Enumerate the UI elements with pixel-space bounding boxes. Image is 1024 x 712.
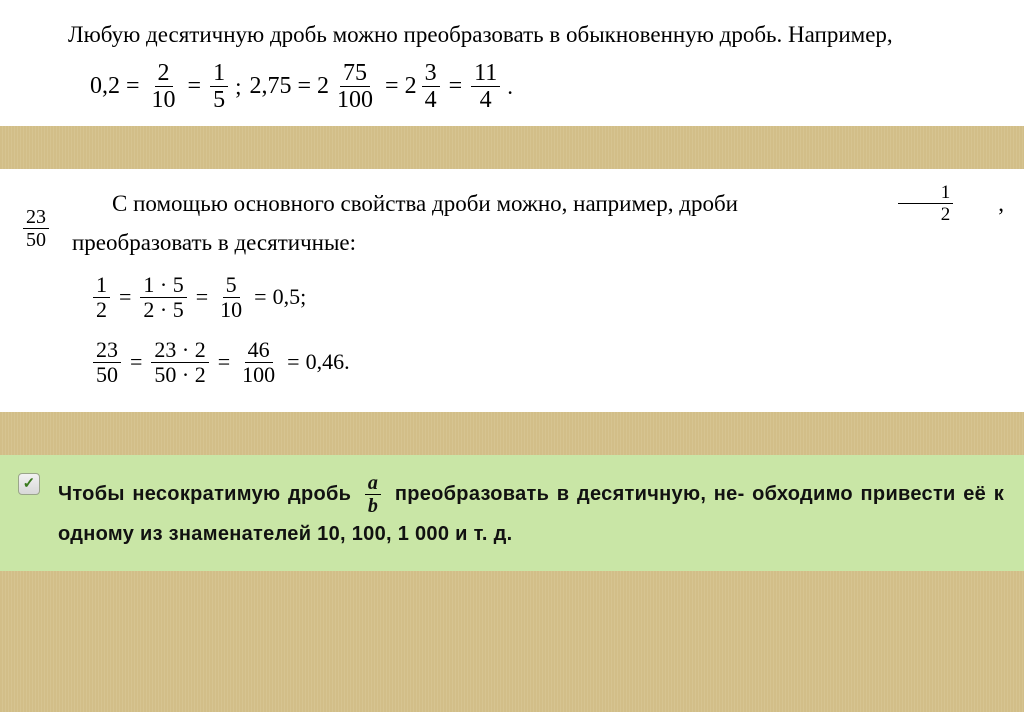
equation-line-2a: 1 2 = 1 · 5 2 · 5 = 5 10 = 0,5 ; [90, 274, 1004, 321]
texture-strip-2 [0, 412, 1024, 455]
equation-line-2b: 23 50 = 23 · 2 50 · 2 = 46 100 = 0,46 . [90, 339, 1004, 386]
equals-sign: = [113, 284, 137, 310]
frac-step-1x5: 1 · 5 2 · 5 [140, 274, 186, 321]
equals-sign: = [379, 73, 405, 100]
equals-sign: = [190, 284, 214, 310]
equals-sign: = [281, 349, 305, 375]
tail-period: . [503, 74, 513, 100]
equals-sign: = [120, 73, 146, 100]
frac-lhs-1-2: 1 2 [93, 274, 110, 321]
text-2a: С помощью основного свойства дроби можно… [72, 187, 738, 220]
fraction-2-10: 2 10 [149, 61, 179, 112]
panel-decimal-to-fraction: Любую десятичную дробь можно преобразова… [0, 0, 1024, 126]
separator-semicolon: ; [231, 74, 249, 100]
fraction-1-5: 1 5 [210, 61, 228, 112]
frac-step-23x2: 23 · 2 50 · 2 [151, 339, 208, 386]
texture-strip-1 [0, 126, 1024, 169]
rule-text-2: преобразовать в десятичную, не- [395, 482, 745, 504]
eq2-lhs: 2,75 [249, 73, 291, 100]
frac-46-100: 46 100 [239, 339, 278, 386]
tail-semicolon: ; [300, 284, 306, 310]
tail-period: . [344, 349, 350, 375]
equals-sign: = [248, 284, 272, 310]
frac-lhs-23-50: 23 50 [93, 339, 121, 386]
para-intro-1: Любую десятичную дробь можно преобразова… [20, 18, 1004, 51]
rule-callout-box: ✓ Чтобы несократимую дробь a b преобразо… [0, 455, 1024, 571]
inline-fraction-1-2: 1 2 [898, 183, 954, 224]
result-0-46: 0,46 [306, 349, 345, 375]
checkmark-icon: ✓ [18, 473, 40, 495]
frac-5-10: 5 10 [217, 274, 245, 321]
mixed-2-3-4: 2 3 4 [405, 61, 443, 112]
margin-fraction-23-50: 23 50 [23, 207, 49, 250]
equals-sign: = [212, 349, 236, 375]
fraction-11-4: 11 4 [471, 61, 500, 112]
inline-comma: , [958, 187, 1004, 220]
equals-sign: = [443, 73, 469, 100]
result-0-5: 0,5 [273, 284, 301, 310]
eq1-lhs: 0,2 [90, 73, 120, 100]
equals-sign: = [124, 349, 148, 375]
rule-fraction-a-b: a b [365, 473, 381, 516]
panel-fraction-to-decimal: 23 50 С помощью основного свойства дроби… [0, 169, 1024, 411]
equation-line-1: 0,2 = 2 10 = 1 5 ; 2,75 = 2 75 100 = [90, 61, 1004, 112]
rule-text-1: Чтобы несократимую дробь [58, 482, 351, 504]
para-intro-2: С помощью основного свойства дроби можно… [72, 183, 1004, 224]
equals-sign: = [291, 73, 317, 100]
para-intro-2b: преобразовать в десятичные: [72, 226, 1004, 259]
mixed-2-75-100: 2 75 100 [317, 61, 379, 112]
equals-sign: = [182, 73, 208, 100]
